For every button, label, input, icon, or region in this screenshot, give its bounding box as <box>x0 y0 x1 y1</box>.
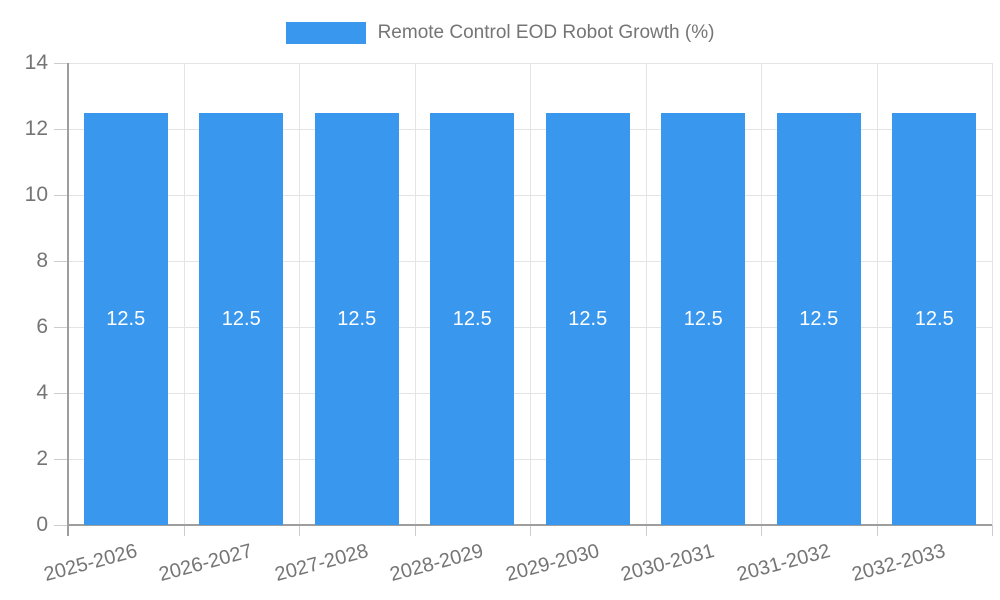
v-gridline <box>183 63 185 525</box>
x-tick <box>414 525 416 536</box>
bar-value-label: 12.5 <box>914 307 954 330</box>
v-gridline <box>414 63 416 525</box>
bar[interactable] <box>199 112 284 525</box>
bar[interactable] <box>892 112 977 525</box>
x-tick <box>645 525 647 536</box>
y-axis-line <box>67 63 69 536</box>
y-tick-label: 8 <box>36 249 48 272</box>
bar-value-label: 12.5 <box>221 307 261 330</box>
v-gridline <box>530 63 531 525</box>
bar-value-label: 12.5 <box>799 307 839 330</box>
v-gridline <box>761 63 762 525</box>
y-tick-label: 2 <box>36 447 48 470</box>
chart-legend: Remote Control EOD Robot Growth (%) <box>0 22 1000 44</box>
x-tick <box>876 525 878 536</box>
y-tick <box>54 63 68 64</box>
v-gridline <box>992 63 993 525</box>
bar-value-label: 12.5 <box>683 307 723 330</box>
x-tick <box>530 525 531 536</box>
y-tick <box>54 195 68 196</box>
bar[interactable] <box>314 112 399 525</box>
y-tick <box>54 327 68 328</box>
legend-label: Remote Control EOD Robot Growth (%) <box>377 22 715 43</box>
y-tick-label: 14 <box>24 51 48 74</box>
bar[interactable] <box>83 112 168 525</box>
bar[interactable] <box>545 112 630 525</box>
y-tick-label: 6 <box>36 315 48 338</box>
bar[interactable] <box>430 112 515 525</box>
y-tick-label: 12 <box>24 117 48 140</box>
y-tick <box>54 129 68 130</box>
v-gridline <box>876 63 878 525</box>
bar[interactable] <box>776 112 861 525</box>
bar-value-label: 12.5 <box>106 307 146 330</box>
x-tick <box>992 525 993 536</box>
x-axis-line <box>68 524 992 526</box>
v-gridline <box>299 63 300 525</box>
x-tick <box>299 525 300 536</box>
y-tick <box>54 525 68 526</box>
y-tick <box>54 261 68 262</box>
legend-swatch <box>285 22 366 44</box>
x-tick <box>761 525 762 536</box>
bar-value-label: 12.5 <box>568 307 608 330</box>
y-tick <box>54 459 68 460</box>
bar[interactable] <box>661 112 746 525</box>
y-tick-label: 0 <box>36 513 48 536</box>
y-tick-label: 10 <box>24 183 48 206</box>
bar-value-label: 12.5 <box>452 307 492 330</box>
y-tick <box>54 393 68 394</box>
bar-value-label: 12.5 <box>337 307 377 330</box>
y-tick-label: 4 <box>36 381 48 404</box>
v-gridline <box>645 63 647 525</box>
x-tick <box>183 525 185 536</box>
